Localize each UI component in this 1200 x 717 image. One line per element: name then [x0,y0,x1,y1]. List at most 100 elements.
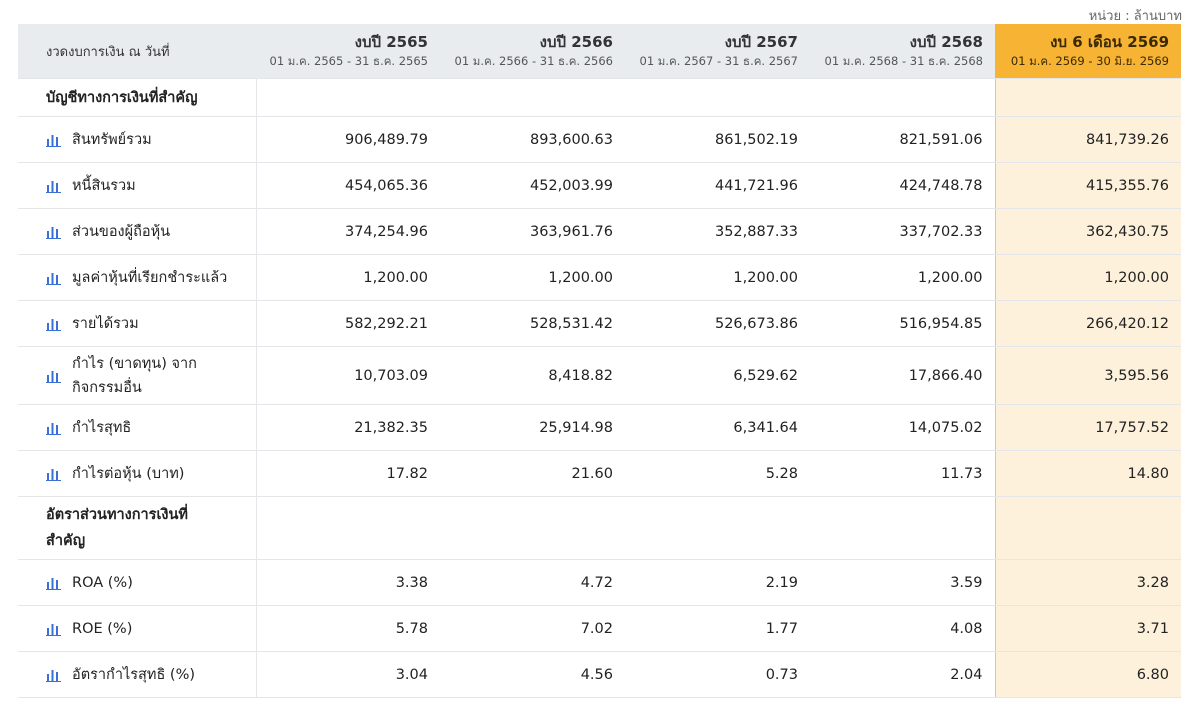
row-label[interactable]: กำไร (ขาดทุน) จากกิจกรรมอื่น [18,346,257,405]
table-row: กำไรต่อหุ้น (บาท) 17.82 21.60 5.28 11.73 14.8… [18,450,1181,497]
empty-cell [994,496,1181,560]
bar-chart-icon[interactable] [46,317,62,331]
row-label[interactable]: ROA (%) [18,559,257,606]
value-cell: 4.56 [440,651,625,698]
empty-cell [440,78,625,117]
value-cell: 893,600.63 [440,116,625,163]
value-cell: 352,887.33 [625,208,810,255]
table-row: ROA (%) 3.38 4.72 2.19 3.59 3.28 [18,559,1181,606]
empty-cell [625,496,810,560]
value-cell: 374,254.96 [256,208,440,255]
row-label[interactable]: กำไรสุทธิ [18,404,257,451]
value-cell: 2.04 [810,651,995,698]
bar-chart-icon[interactable] [46,576,62,590]
unit-label: หน่วย : ล้านบาท [1088,9,1182,24]
value-cell: 2.19 [625,559,810,606]
row-label-text: อัตรากำไรสุทธิ (%) [72,666,196,683]
bar-chart-icon[interactable] [46,271,62,285]
value-cell: 821,591.06 [810,116,995,163]
value-cell: 25,914.98 [440,404,625,451]
table-row: มูลค่าหุ้นที่เรียกชำระแล้ว 1,200.00 1,200.… [18,254,1181,301]
value-cell: 528,531.42 [440,300,625,347]
row-label[interactable]: ส่วนของผู้ถือหุ้น [18,208,257,255]
period-header: งบปี 2566 01 ม.ค. 2566 - 31 ธ.ค. 2566 [440,24,625,79]
value-cell: 5.78 [256,605,440,652]
section-header-row: บัญชีทางการเงินที่สำคัญ [18,78,1181,117]
value-cell: 516,954.85 [810,300,995,347]
row-label-text: กำไร (ขาดทุน) จากกิจกรรมอื่น [72,355,197,396]
row-label[interactable]: หนี้สินรวม [18,162,257,209]
value-cell: 10,703.09 [256,346,440,405]
row-label-text: กำไรสุทธิ [72,419,132,436]
row-label[interactable]: อัตรากำไรสุทธิ (%) [18,651,257,698]
value-cell: 452,003.99 [440,162,625,209]
empty-cell [810,78,995,117]
value-cell: 17,757.52 [994,404,1181,451]
row-label-text: ส่วนของผู้ถือหุ้น [72,223,171,240]
value-cell: 415,355.76 [994,162,1181,209]
table-row: ส่วนของผู้ถือหุ้น 374,254.96 363,961.76 352… [18,208,1181,255]
value-cell: 363,961.76 [440,208,625,255]
bar-chart-icon[interactable] [46,179,62,193]
empty-cell [994,78,1181,117]
empty-cell [440,496,625,560]
empty-cell [256,78,440,117]
value-cell: 454,065.36 [256,162,440,209]
row-label[interactable]: สินทรัพย์รวม [18,116,257,163]
table-row: หนี้สินรวม 454,065.36 452,003.99 441,721.96… [18,162,1181,209]
value-cell: 21.60 [440,450,625,497]
bar-chart-icon[interactable] [46,133,62,147]
value-cell: 362,430.75 [994,208,1181,255]
row-label[interactable]: มูลค่าหุ้นที่เรียกชำระแล้ว [18,254,257,301]
row-label-text: รายได้รวม [72,315,139,332]
period-column-header: งวดงบการเงิน ณ วันที่ [18,24,256,79]
table-row: รายได้รวม 582,292.21 528,531.42 526,673.86 5… [18,300,1181,347]
row-label-text: มูลค่าหุ้นที่เรียกชำระแล้ว [72,269,228,286]
period-header-highlighted: งบ 6 เดือน 2569 01 ม.ค. 2569 - 30 มิ.ย. 2… [995,24,1181,79]
row-label[interactable]: รายได้รวม [18,300,257,347]
row-label[interactable]: กำไรต่อหุ้น (บาท) [18,450,257,497]
bar-chart-icon[interactable] [46,668,62,682]
empty-cell [256,496,440,560]
bar-chart-icon[interactable] [46,369,62,383]
value-cell: 7.02 [440,605,625,652]
value-cell: 4.08 [810,605,995,652]
table-row: สินทรัพย์รวม 906,489.79 893,600.63 861,502.… [18,116,1181,163]
value-cell: 3.59 [810,559,995,606]
row-label-text: ROE (%) [72,620,133,637]
value-cell: 1,200.00 [256,254,440,301]
value-cell: 6,341.64 [625,404,810,451]
value-cell: 1,200.00 [625,254,810,301]
value-cell: 5.28 [625,450,810,497]
empty-cell [625,78,810,117]
section-title: อัตราส่วนทางการเงินที่สำคัญ [18,496,257,560]
value-cell: 21,382.35 [256,404,440,451]
value-cell: 8,418.82 [440,346,625,405]
value-cell: 4.72 [440,559,625,606]
bar-chart-icon[interactable] [46,225,62,239]
value-cell: 0.73 [625,651,810,698]
value-cell: 14,075.02 [810,404,995,451]
value-cell: 6,529.62 [625,346,810,405]
section-title: บัญชีทางการเงินที่สำคัญ [18,78,257,117]
value-cell: 526,673.86 [625,300,810,347]
value-cell: 3.04 [256,651,440,698]
value-cell: 841,739.26 [994,116,1181,163]
bar-chart-icon[interactable] [46,622,62,636]
value-cell: 1,200.00 [994,254,1181,301]
value-cell: 6.80 [994,651,1181,698]
value-cell: 3.28 [994,559,1181,606]
bar-chart-icon[interactable] [46,467,62,481]
table-row: กำไรสุทธิ 21,382.35 25,914.98 6,341.64 14,07… [18,404,1181,451]
value-cell: 14.80 [994,450,1181,497]
section-header-row: อัตราส่วนทางการเงินที่สำคัญ [18,496,1181,560]
bar-chart-icon[interactable] [46,421,62,435]
financial-table: งวดงบการเงิน ณ วันที่ งบปี 2565 01 ม.ค. 2… [18,24,1181,698]
row-label[interactable]: ROE (%) [18,605,257,652]
value-cell: 266,420.12 [994,300,1181,347]
table-row: กำไร (ขาดทุน) จากกิจกรรมอื่น 10,703.09 8,4… [18,346,1181,405]
value-cell: 3,595.56 [994,346,1181,405]
table-row: ROE (%) 5.78 7.02 1.77 4.08 3.71 [18,605,1181,652]
value-cell: 424,748.78 [810,162,995,209]
header-row: งวดงบการเงิน ณ วันที่ งบปี 2565 01 ม.ค. 2… [18,24,1181,79]
